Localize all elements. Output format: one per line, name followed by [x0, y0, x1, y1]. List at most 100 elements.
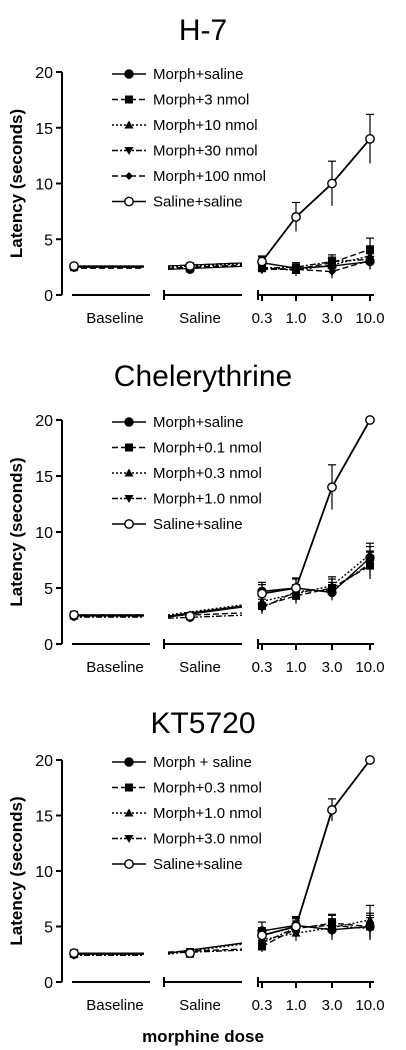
legend-label: Morph+1.0 nmol — [153, 491, 262, 508]
saline-line — [167, 942, 243, 954]
data-point — [365, 415, 375, 425]
y-tick-label: 5 — [44, 581, 53, 598]
data-point — [258, 265, 266, 274]
saline-line — [167, 949, 243, 954]
x-group-label-baseline: Baseline — [86, 997, 144, 1014]
series-4 — [69, 755, 375, 959]
legend-label: Morph+saline — [153, 66, 243, 83]
x-group-label-saline: Saline — [179, 310, 221, 327]
x-tick-label: 1.0 — [286, 659, 307, 676]
legend-label: Morph+0.3 nmol — [153, 780, 262, 797]
x-tick-label: 0.3 — [252, 997, 273, 1014]
legend-label: Saline+saline — [153, 856, 243, 873]
data-point — [365, 133, 375, 144]
legend-marker — [124, 196, 134, 207]
series-line — [261, 922, 371, 948]
legend-marker — [124, 120, 134, 129]
legend-label: Saline+saline — [153, 516, 243, 533]
legend-marker — [124, 835, 134, 843]
legend-marker — [125, 443, 133, 452]
x-tick-label: 0.3 — [252, 310, 273, 327]
legend-marker — [124, 757, 134, 767]
data-point — [327, 178, 337, 189]
series-1 — [70, 912, 374, 958]
legend: Morph+saline Morph+0.1 nmol Morph+0.3 nmol… — [112, 414, 262, 533]
data-point — [327, 258, 337, 267]
data-point-saline — [185, 611, 195, 621]
data-point — [366, 256, 374, 265]
y-axis-label: Latency (seconds) — [7, 457, 26, 606]
legend-label: Morph+1.0 nmol — [153, 805, 262, 822]
chart-panel-2: KT5720 Latency (seconds) 0 5 10 15 20 Baseline S… — [7, 707, 385, 1014]
y-tick-label: 0 — [44, 288, 53, 305]
y-tick-label: 15 — [35, 121, 53, 138]
y-tick-label: 15 — [35, 809, 53, 826]
data-point — [291, 212, 301, 222]
data-point — [291, 583, 301, 593]
saline-line — [167, 262, 243, 267]
legend-label: Morph+100 nmol — [153, 168, 266, 185]
y-tick-label: 10 — [35, 177, 53, 194]
data-point-baseline — [69, 261, 79, 271]
x-group-label-baseline: Baseline — [86, 310, 144, 327]
x-tick-label: 0.3 — [252, 659, 273, 676]
legend-marker — [125, 95, 133, 104]
series-line — [261, 553, 371, 603]
data-point-baseline — [69, 948, 79, 959]
data-point — [365, 755, 375, 765]
legend-label: Morph+3 nmol — [153, 92, 249, 109]
data-point — [327, 805, 337, 815]
legend-marker — [124, 417, 134, 427]
legend-marker — [124, 495, 134, 503]
saline-line — [167, 612, 243, 617]
series-4 — [69, 415, 375, 621]
series-line — [261, 138, 371, 263]
x-tick-label: 10.0 — [355, 997, 384, 1014]
series-line — [261, 562, 371, 609]
y-axis-label: Latency (seconds) — [7, 109, 26, 258]
x-tick-label: 3.0 — [322, 310, 343, 327]
data-point — [257, 256, 267, 267]
series-line — [261, 924, 371, 944]
saline-line — [167, 264, 243, 269]
legend-label: Morph+saline — [153, 414, 243, 431]
series-line — [261, 255, 371, 272]
panel-title: H-7 — [179, 14, 227, 47]
legend-marker — [124, 859, 134, 869]
legend-marker — [124, 147, 134, 155]
y-tick-label: 20 — [35, 413, 53, 430]
legend-marker — [124, 519, 134, 529]
x-axis-label: morphine dose — [142, 1027, 264, 1046]
data-point — [365, 925, 375, 934]
data-point — [292, 265, 300, 274]
data-point — [365, 559, 375, 568]
panel-title: Chelerythrine — [114, 360, 292, 393]
series-0 — [69, 545, 375, 622]
data-point — [257, 588, 267, 599]
saline-line — [167, 614, 243, 619]
y-axis-label: Latency (seconds) — [7, 796, 26, 945]
legend: Morph+saline Morph+3 nmol Morph+10 nmol Mor… — [112, 66, 266, 211]
data-point-baseline — [69, 609, 79, 620]
series-5 — [69, 113, 375, 271]
saline-line — [167, 263, 243, 268]
series-line — [261, 419, 371, 595]
legend-label: Saline+saline — [153, 194, 243, 211]
legend-label: Morph+0.3 nmol — [153, 465, 262, 482]
y-tick-label: 10 — [35, 864, 53, 881]
legend-label: Morph + saline — [153, 754, 252, 771]
x-group-label-baseline: Baseline — [86, 659, 144, 676]
x-tick-label: 10.0 — [355, 659, 384, 676]
data-point-saline — [185, 948, 195, 959]
x-group-label-saline: Saline — [179, 659, 221, 676]
saline-line — [167, 604, 243, 616]
legend-label: Morph+10 nmol — [153, 117, 258, 134]
x-tick-label: 1.0 — [286, 997, 307, 1014]
legend-marker — [124, 69, 134, 79]
data-point — [327, 586, 337, 595]
y-tick-label: 10 — [35, 525, 53, 542]
data-point — [327, 921, 337, 930]
y-tick-label: 0 — [44, 975, 53, 992]
data-point — [257, 604, 267, 613]
